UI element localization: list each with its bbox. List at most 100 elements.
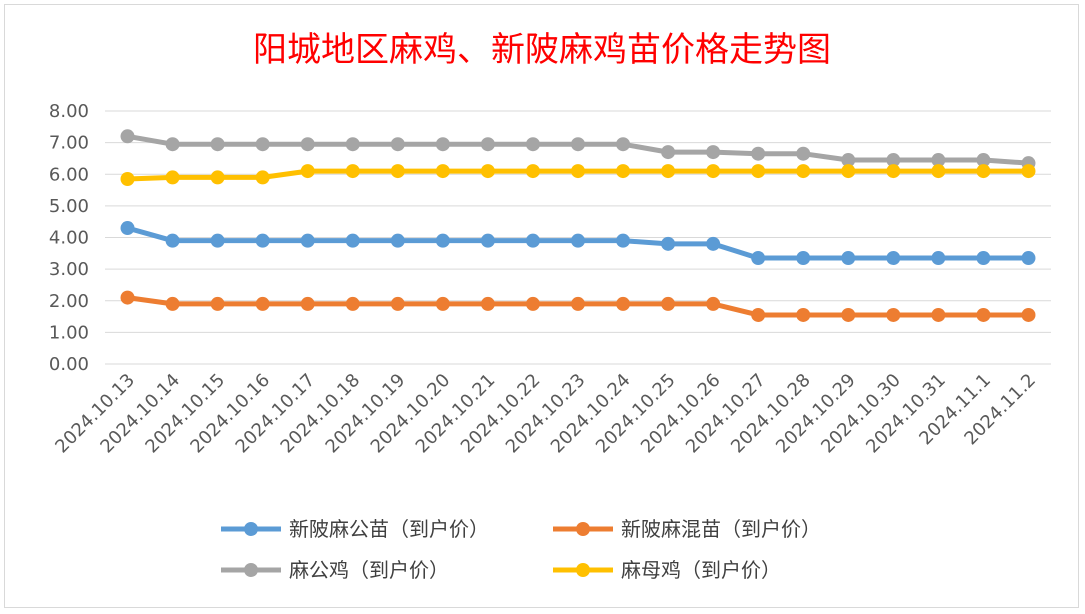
- data-point: [165, 296, 180, 311]
- legend-item: 麻母鸡（到户价）: [553, 558, 781, 582]
- data-point: [435, 233, 450, 248]
- data-point: [616, 233, 631, 248]
- data-point: [796, 307, 811, 322]
- y-tick-label: 6.00: [49, 164, 89, 185]
- data-point: [120, 171, 135, 186]
- data-point: [525, 137, 540, 152]
- data-point: [661, 164, 676, 179]
- series-layer: [120, 129, 1036, 322]
- legend-label: 麻公鸡（到户价）: [289, 558, 449, 582]
- data-point: [886, 307, 901, 322]
- y-tick-label: 5.00: [49, 196, 89, 217]
- legend-item: 新陂麻公苗（到户价）: [221, 517, 489, 541]
- data-point: [390, 233, 405, 248]
- data-point: [165, 233, 180, 248]
- legend-label: 新陂麻公苗（到户价）: [289, 517, 489, 541]
- data-point: [390, 137, 405, 152]
- data-point: [255, 170, 270, 185]
- data-point: [210, 170, 225, 185]
- data-point: [706, 296, 721, 311]
- data-point: [435, 164, 450, 179]
- legend-swatch-marker: [244, 522, 258, 536]
- data-point: [571, 164, 585, 179]
- data-point: [571, 137, 585, 152]
- data-point: [751, 251, 766, 266]
- legend-item: 新陂麻混苗（到户价）: [553, 517, 821, 541]
- y-tick-label: 4.00: [49, 228, 89, 249]
- data-point: [706, 236, 721, 251]
- data-point: [300, 164, 315, 179]
- y-tick-label: 8.00: [49, 101, 89, 122]
- legend-item: 麻公鸡（到户价）: [221, 558, 449, 582]
- data-point: [300, 233, 315, 248]
- y-tick-label: 3.00: [49, 259, 89, 280]
- data-point: [210, 137, 225, 152]
- y-axis-ticks: 0.00 1.00 2.00 3.00 4.00 5.00 6.00 7.00 8.00: [49, 101, 89, 375]
- data-point: [616, 164, 631, 179]
- data-point: [345, 137, 360, 152]
- data-point: [255, 233, 270, 248]
- data-point: [480, 296, 495, 311]
- data-point: [976, 153, 991, 168]
- data-point: [886, 153, 901, 168]
- legend-swatch-marker: [576, 563, 590, 577]
- data-point: [796, 146, 811, 161]
- legend: 新陂麻公苗（到户价） 新陂麻混苗（到户价） 麻公鸡（到户价） 麻母鸡（到户价）: [221, 517, 821, 582]
- y-tick-label: 0.00: [49, 354, 89, 375]
- data-point: [525, 164, 540, 179]
- data-point: [796, 164, 811, 179]
- data-point: [931, 251, 946, 266]
- data-point: [796, 251, 811, 266]
- legend-label: 新陂麻混苗（到户价）: [621, 517, 821, 541]
- data-point: [345, 296, 360, 311]
- data-point: [976, 251, 991, 266]
- data-point: [390, 164, 405, 179]
- data-point: [841, 307, 856, 322]
- data-point: [255, 296, 270, 311]
- data-point: [616, 137, 631, 152]
- y-tick-label: 2.00: [49, 291, 89, 312]
- data-point: [571, 296, 585, 311]
- data-point: [751, 146, 766, 161]
- data-point: [435, 137, 450, 152]
- data-point: [165, 170, 180, 185]
- data-point: [571, 233, 585, 248]
- data-point: [931, 307, 946, 322]
- data-point: [255, 137, 270, 152]
- y-tick-label: 1.00: [49, 322, 89, 343]
- data-point: [661, 236, 676, 251]
- data-point: [751, 307, 766, 322]
- data-point: [1021, 251, 1036, 266]
- series-3: [120, 129, 1036, 171]
- data-point: [886, 251, 901, 266]
- y-tick-label: 7.00: [49, 133, 89, 154]
- data-point: [886, 164, 901, 179]
- data-point: [480, 233, 495, 248]
- data-point: [751, 164, 766, 179]
- chart-frame: 阳城地区麻鸡、新陂麻鸡苗价格走势图 0.00 1.00 2.00 3.00 4.00 5.…: [4, 4, 1079, 608]
- legend-swatch-marker: [244, 563, 258, 577]
- data-point: [661, 145, 676, 160]
- data-point: [976, 164, 991, 179]
- series-2: [120, 290, 1036, 322]
- data-point: [841, 153, 856, 168]
- data-point: [976, 307, 991, 322]
- data-point: [1021, 164, 1036, 179]
- data-point: [480, 164, 495, 179]
- series-1: [120, 221, 1036, 266]
- data-point: [210, 233, 225, 248]
- data-point: [120, 129, 135, 144]
- data-point: [525, 233, 540, 248]
- data-point: [390, 296, 405, 311]
- data-point: [120, 290, 135, 305]
- data-point: [841, 251, 856, 266]
- data-point: [300, 296, 315, 311]
- data-point: [931, 164, 946, 179]
- data-point: [480, 137, 495, 152]
- data-point: [435, 296, 450, 311]
- series-4: [120, 164, 1036, 186]
- data-point: [841, 164, 856, 179]
- chart-title: 阳城地区麻鸡、新陂麻鸡苗价格走势图: [253, 30, 831, 70]
- legend-swatch-marker: [576, 522, 590, 536]
- data-point: [616, 296, 631, 311]
